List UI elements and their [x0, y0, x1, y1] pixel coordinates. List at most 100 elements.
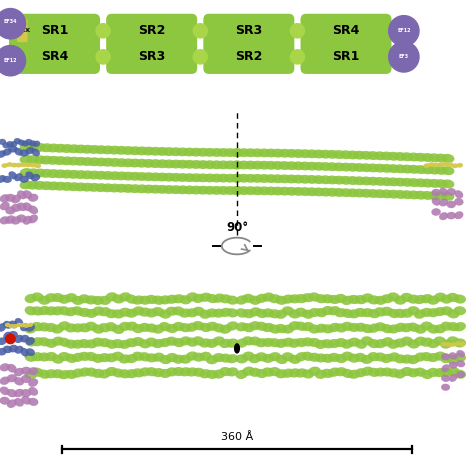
Ellipse shape — [203, 186, 216, 195]
Ellipse shape — [401, 293, 413, 302]
Ellipse shape — [16, 323, 22, 327]
Ellipse shape — [285, 149, 298, 158]
Ellipse shape — [401, 337, 413, 346]
Ellipse shape — [366, 151, 380, 160]
Text: 360 Å: 360 Å — [221, 432, 253, 442]
Ellipse shape — [25, 163, 32, 167]
Ellipse shape — [361, 336, 374, 346]
Ellipse shape — [381, 354, 393, 363]
Ellipse shape — [219, 294, 232, 303]
Ellipse shape — [301, 322, 314, 331]
Ellipse shape — [387, 324, 400, 334]
Ellipse shape — [454, 306, 466, 315]
Ellipse shape — [226, 308, 238, 318]
Ellipse shape — [455, 190, 463, 199]
Ellipse shape — [19, 181, 33, 189]
Ellipse shape — [0, 397, 10, 405]
Ellipse shape — [199, 369, 211, 378]
Ellipse shape — [72, 306, 84, 316]
Ellipse shape — [315, 294, 327, 303]
Ellipse shape — [346, 176, 359, 185]
Ellipse shape — [301, 310, 314, 319]
Ellipse shape — [31, 322, 44, 331]
Ellipse shape — [341, 352, 354, 361]
Ellipse shape — [374, 307, 387, 317]
Ellipse shape — [108, 183, 121, 192]
Ellipse shape — [40, 169, 53, 178]
Ellipse shape — [190, 173, 203, 182]
Ellipse shape — [16, 163, 22, 167]
Ellipse shape — [454, 294, 466, 304]
Ellipse shape — [368, 309, 380, 319]
Ellipse shape — [321, 324, 334, 333]
Ellipse shape — [401, 355, 413, 364]
Ellipse shape — [19, 143, 33, 151]
Ellipse shape — [108, 158, 121, 167]
Ellipse shape — [159, 310, 172, 319]
Ellipse shape — [361, 355, 374, 364]
Ellipse shape — [12, 324, 18, 328]
Ellipse shape — [142, 184, 155, 193]
Ellipse shape — [128, 184, 141, 193]
Ellipse shape — [328, 353, 340, 362]
Ellipse shape — [353, 176, 366, 185]
Ellipse shape — [441, 192, 455, 201]
Ellipse shape — [173, 306, 185, 316]
Ellipse shape — [17, 190, 27, 199]
Ellipse shape — [85, 295, 98, 304]
Ellipse shape — [447, 336, 459, 346]
Ellipse shape — [355, 339, 367, 349]
Ellipse shape — [52, 324, 64, 334]
Ellipse shape — [434, 292, 446, 302]
Ellipse shape — [125, 338, 138, 347]
Ellipse shape — [312, 188, 325, 196]
Ellipse shape — [387, 190, 400, 199]
Ellipse shape — [428, 162, 435, 167]
Ellipse shape — [92, 369, 104, 378]
Ellipse shape — [341, 296, 354, 305]
Ellipse shape — [3, 346, 12, 353]
Ellipse shape — [255, 294, 268, 303]
Ellipse shape — [172, 322, 185, 331]
Ellipse shape — [295, 308, 308, 317]
Ellipse shape — [381, 367, 393, 376]
Ellipse shape — [65, 370, 77, 379]
Ellipse shape — [94, 145, 108, 154]
Ellipse shape — [165, 353, 178, 362]
Ellipse shape — [27, 143, 39, 152]
Ellipse shape — [122, 172, 135, 181]
Ellipse shape — [25, 353, 37, 362]
Ellipse shape — [321, 306, 334, 315]
Ellipse shape — [315, 370, 327, 379]
Ellipse shape — [14, 148, 23, 155]
Ellipse shape — [381, 294, 393, 303]
Ellipse shape — [206, 294, 219, 303]
Circle shape — [96, 24, 110, 38]
Ellipse shape — [26, 172, 34, 179]
Ellipse shape — [199, 323, 211, 332]
Ellipse shape — [125, 369, 138, 378]
Ellipse shape — [421, 191, 434, 200]
Ellipse shape — [236, 338, 248, 348]
Ellipse shape — [333, 150, 346, 159]
Ellipse shape — [226, 321, 238, 331]
Ellipse shape — [328, 306, 340, 315]
Ellipse shape — [6, 162, 13, 167]
Ellipse shape — [308, 353, 321, 362]
Ellipse shape — [15, 318, 23, 327]
Ellipse shape — [435, 179, 447, 188]
Ellipse shape — [255, 369, 268, 378]
Ellipse shape — [186, 337, 198, 346]
Ellipse shape — [420, 308, 433, 317]
Ellipse shape — [196, 160, 210, 169]
Ellipse shape — [159, 295, 172, 304]
Ellipse shape — [288, 355, 301, 364]
Ellipse shape — [163, 185, 175, 194]
Ellipse shape — [159, 355, 171, 364]
Ellipse shape — [25, 139, 33, 145]
Ellipse shape — [278, 161, 291, 170]
Ellipse shape — [447, 188, 456, 196]
Ellipse shape — [78, 308, 91, 317]
Ellipse shape — [305, 162, 319, 171]
Ellipse shape — [407, 165, 420, 174]
